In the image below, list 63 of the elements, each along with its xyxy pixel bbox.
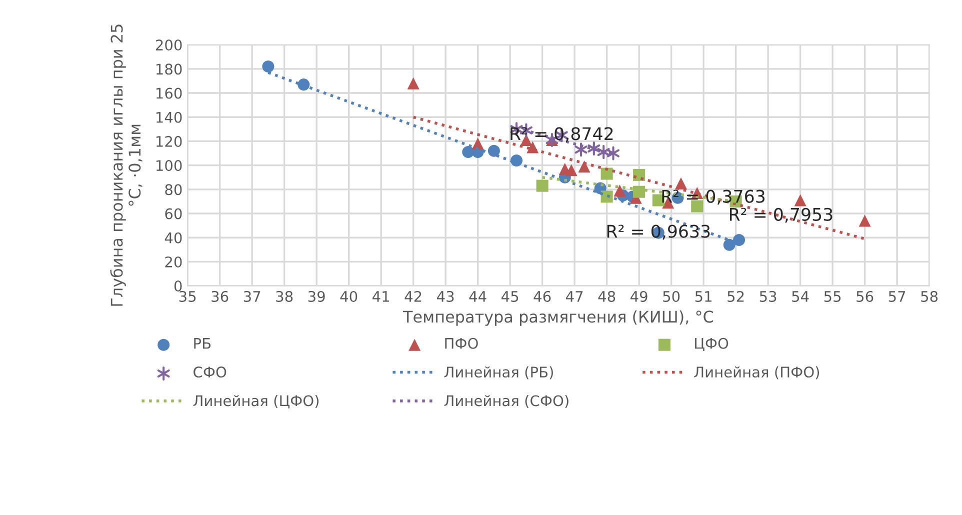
point xyxy=(407,77,420,90)
legend-label: СФО xyxy=(194,366,226,378)
y-tick-label: 200 xyxy=(156,40,182,51)
point xyxy=(565,164,578,176)
y-tick-label: 140 xyxy=(156,112,182,123)
point xyxy=(472,138,484,150)
x-tick-label: 57 xyxy=(888,291,906,302)
x-tick-label: 47 xyxy=(566,291,583,302)
point xyxy=(262,60,274,73)
point xyxy=(858,214,871,227)
point xyxy=(574,142,588,157)
x-tick-label: 41 xyxy=(372,291,390,302)
x-tick-label: 42 xyxy=(404,290,422,302)
y-axis-title: Глубина проникания иглы при 25 °С, ·0,1мм xyxy=(110,24,142,306)
legend-label: Линейная (РБ) xyxy=(444,366,553,380)
point xyxy=(691,200,704,212)
x-tick-label: 36 xyxy=(212,290,228,302)
legend-label: РБ xyxy=(194,338,211,349)
y-tick-label: 0 xyxy=(174,280,182,292)
x-tick-label: 50 xyxy=(663,290,680,302)
x-tick-label: 44 xyxy=(469,291,486,302)
x-tick-label: 52 xyxy=(728,290,744,302)
annotation: R² = 0,7953 xyxy=(730,208,832,223)
legend-label: ЦФО xyxy=(695,338,728,351)
x-tick-label: 45 xyxy=(502,291,518,302)
x-tick-label: 54 xyxy=(792,291,809,302)
x-tick-label: 37 xyxy=(244,290,260,302)
x-tick-label: 39 xyxy=(308,290,325,302)
x-tick-label: 48 xyxy=(598,290,616,302)
y-tick-label: 60 xyxy=(165,208,182,220)
x-tick-label: 58 xyxy=(921,290,938,302)
point xyxy=(600,190,613,203)
x-tick-label: 43 xyxy=(437,290,454,302)
x-tick-label: 56 xyxy=(856,290,874,302)
legend-label: Линейная (СФО) xyxy=(444,394,568,408)
x-tick-label: 51 xyxy=(695,291,712,302)
point xyxy=(536,180,548,192)
point xyxy=(526,141,539,154)
point xyxy=(794,194,806,206)
y-tick-label: 120 xyxy=(156,136,182,147)
x-axis-title: Температура размягчения (КИШ), °С xyxy=(402,310,714,326)
x-tick-label: 40 xyxy=(340,290,358,302)
y-tick-label: 160 xyxy=(156,88,182,99)
y-tick-label: 40 xyxy=(164,232,182,244)
x-tick-label: 38 xyxy=(276,290,293,302)
y-tick-label: 80 xyxy=(165,184,182,196)
x-tick-label: 55 xyxy=(824,291,841,302)
y-tick-label: 20 xyxy=(165,256,182,268)
x-tick-label: 49 xyxy=(630,290,648,302)
y-tick-label: 180 xyxy=(156,64,182,75)
point xyxy=(607,146,620,160)
point xyxy=(600,168,613,180)
point xyxy=(633,186,646,198)
point xyxy=(733,234,746,246)
y-tick-label: 100 xyxy=(156,160,182,172)
point xyxy=(614,184,626,197)
point xyxy=(578,160,590,173)
legend-label: Линейная (ЦФО) xyxy=(193,394,319,408)
legend-label: ПФО xyxy=(445,338,478,349)
x-tick-label: 46 xyxy=(534,290,551,302)
legend-label: Линейная (ПФО) xyxy=(694,366,820,380)
x-tick-label: 35 xyxy=(179,290,196,302)
x-tick-label: 53 xyxy=(760,290,776,302)
